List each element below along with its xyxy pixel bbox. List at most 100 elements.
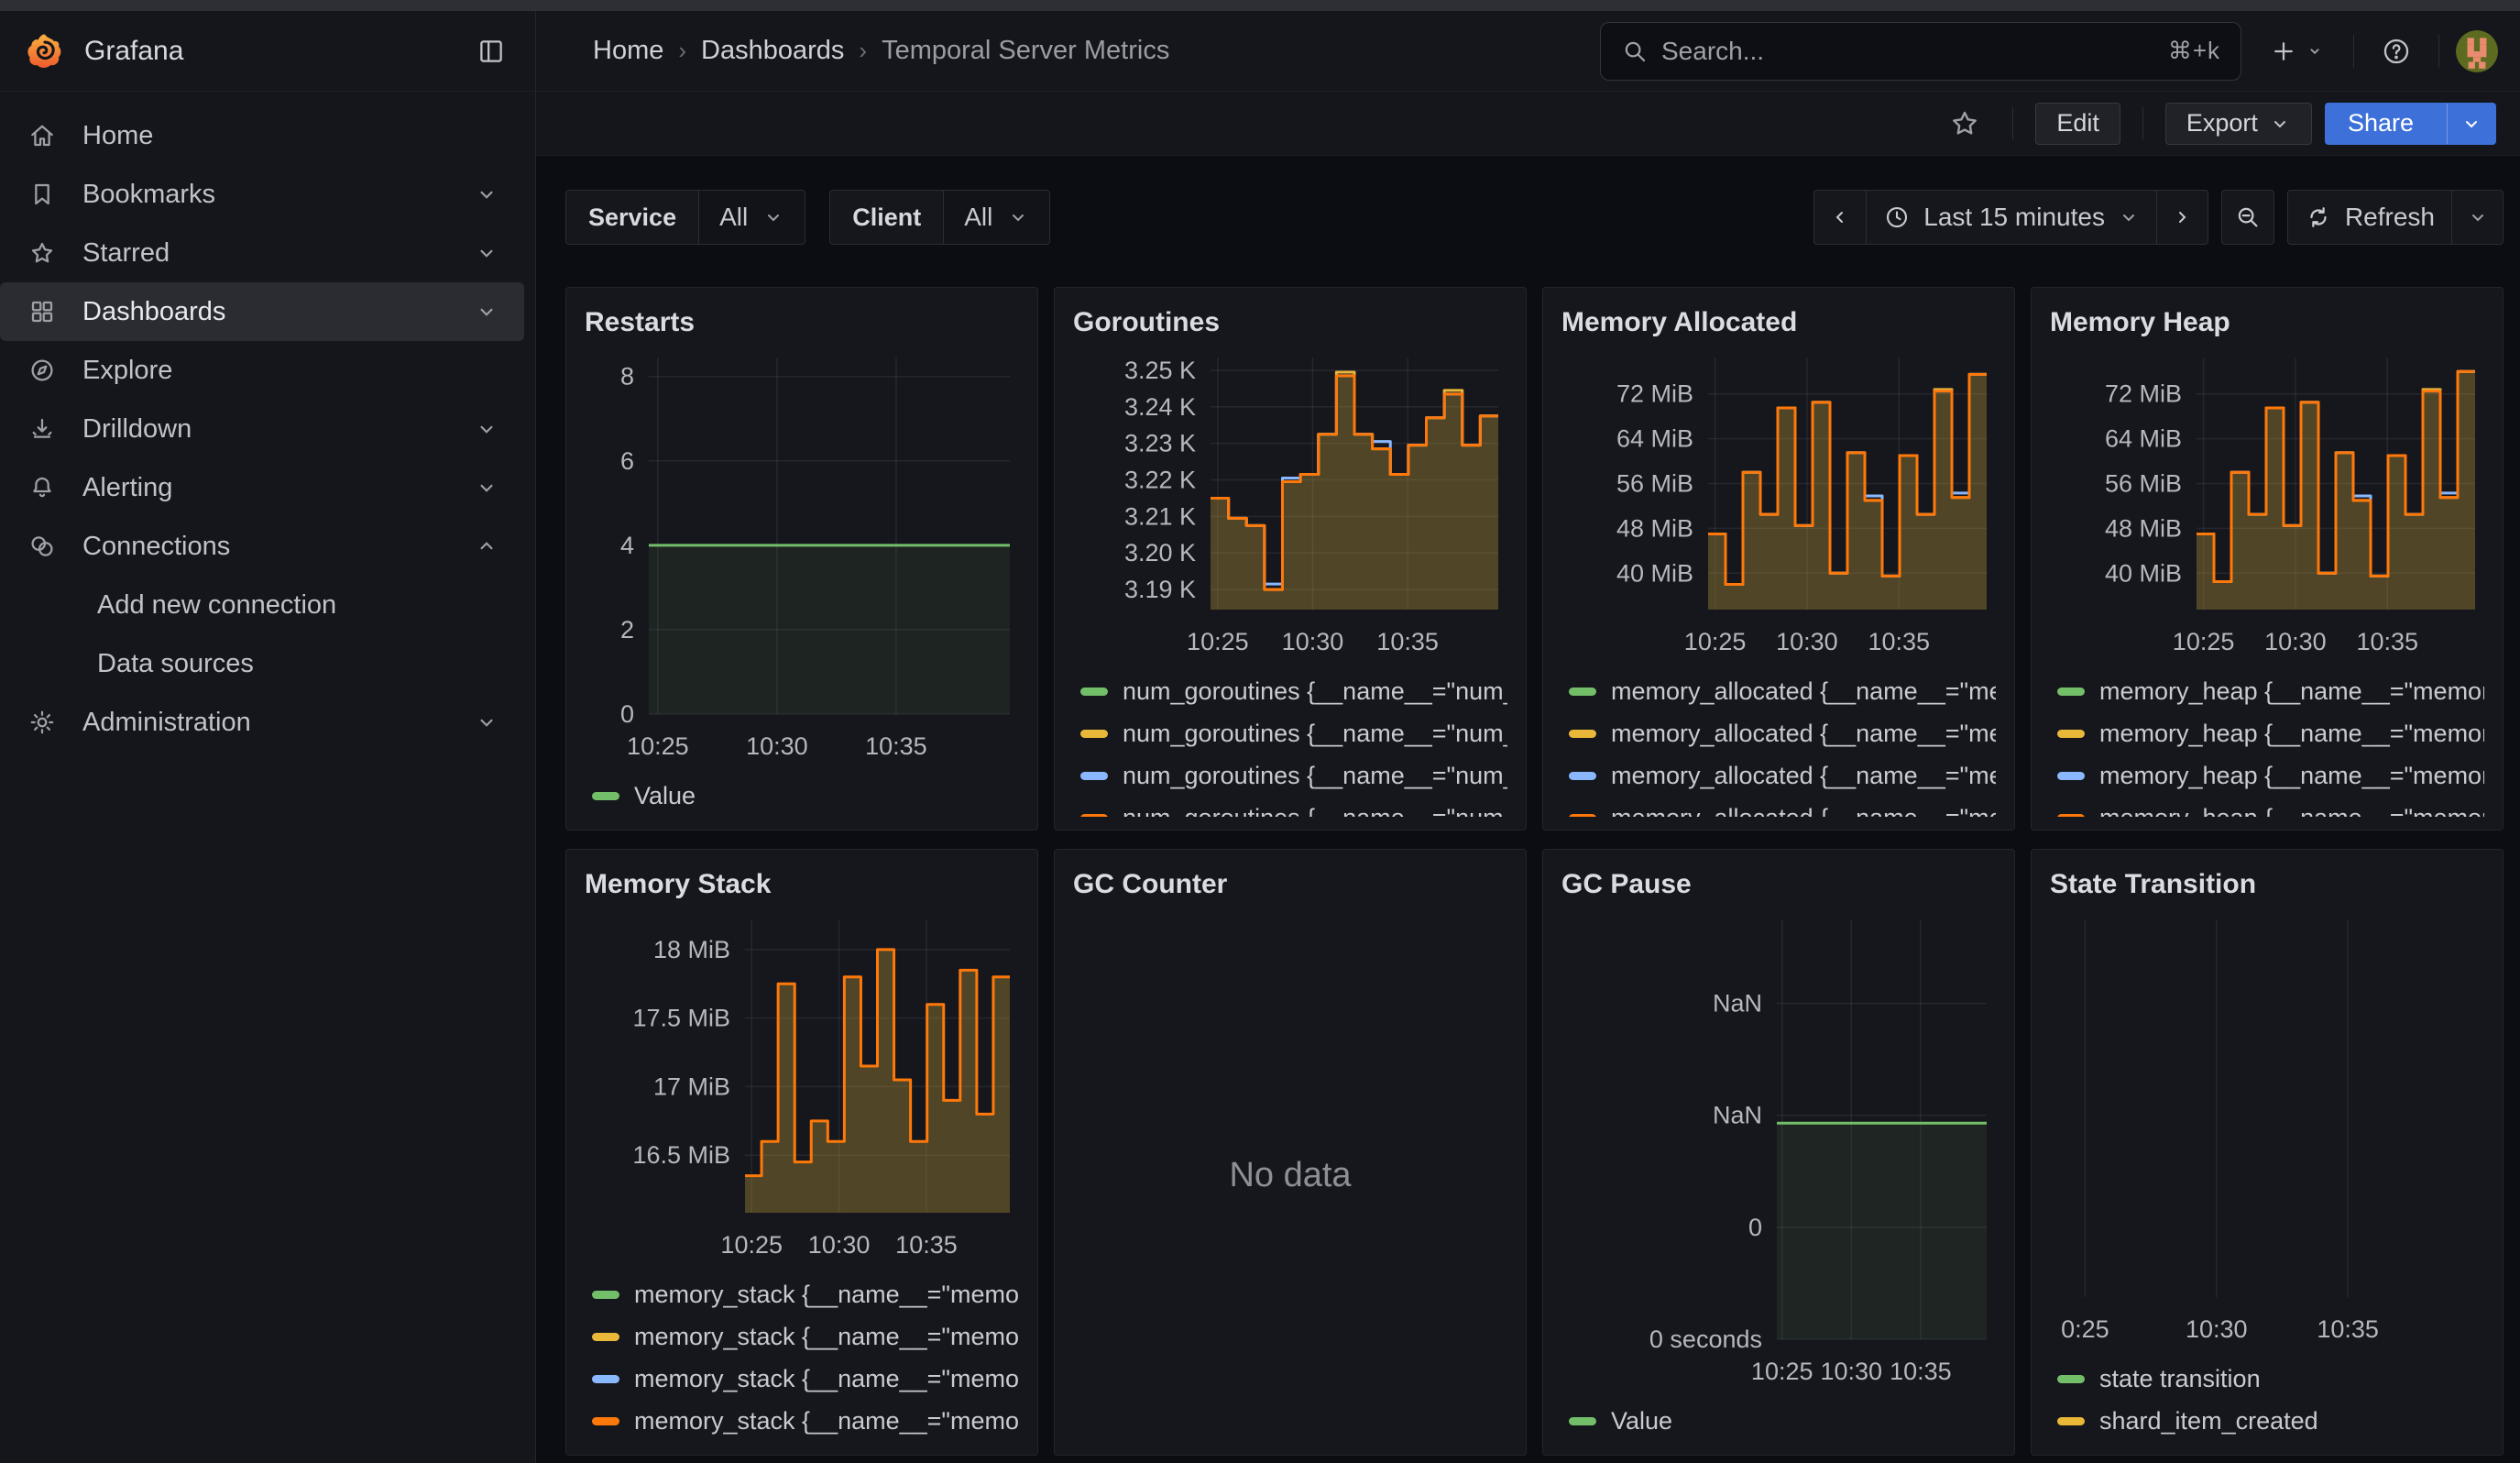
breadcrumb-home[interactable]: Home [593,36,664,65]
panel-title[interactable]: Goroutines [1073,307,1221,337]
chevron-down-icon[interactable] [475,300,499,324]
time-range-picker[interactable]: Last 15 minutes [1866,191,2156,244]
service-variable-label: Service [566,191,700,244]
chevron-down-icon[interactable] [475,182,499,206]
legend-item[interactable]: state transition [2050,1358,2484,1400]
legend-item[interactable]: memory_heap {__name__="memory_h [2050,670,2484,712]
sidebar-item-home[interactable]: Home [0,106,524,165]
divider [2353,34,2354,68]
user-avatar[interactable] [2456,29,2498,72]
legend-item[interactable]: Value [585,775,1019,817]
service-variable: Service All [565,190,806,245]
search-input[interactable]: Search... ⌘+k [1600,21,2241,81]
svg-text:0 seconds: 0 seconds [1649,1326,1762,1353]
legend-item[interactable]: memory_allocated {__name__="memo [1561,797,1996,817]
sidebar-item-starred[interactable]: Starred [0,224,524,282]
panel-title[interactable]: State Transition [2050,869,2257,899]
panel-title[interactable]: Memory Heap [2050,307,2230,337]
legend-label: memory_heap {__name__="memory_h [2099,804,2484,818]
legend-item[interactable]: num_goroutines {__name__="num_go [1073,754,1507,797]
chart-svg: 0:25 10:30 10:35 [2061,919,2379,1343]
sidebar-item-explore[interactable]: Explore [0,341,524,400]
panel-memory-allocated: Memory Allocated 10:25 10:30 10:35 40 MiB 48… [1542,287,2015,830]
refresh-button[interactable]: Refresh [2288,191,2451,244]
grafana-logo[interactable] [26,32,64,71]
edit-button[interactable]: Edit [2035,102,2120,145]
svg-text:72 MiB: 72 MiB [1616,380,1693,408]
sidebar-item-bookmarks[interactable]: Bookmarks [0,165,524,224]
bell-icon [27,473,59,502]
help-icon[interactable] [2371,26,2422,77]
svg-text:10:30: 10:30 [1282,628,1344,655]
sidebar-item-add-new-connection[interactable]: Add new connection [0,576,524,634]
gear-icon [27,708,59,737]
panel-title[interactable]: Memory Allocated [1561,307,1798,337]
legend-swatch [592,1332,619,1341]
legend-item[interactable]: memory_stack {__name__="memory_s [585,1273,1019,1315]
sidebar-item-administration[interactable]: Administration [0,693,524,752]
service-variable-select[interactable]: All [699,191,805,244]
legend-item[interactable]: memory_allocated {__name__="memo [1561,712,1996,754]
time-shift-forward-button[interactable] [2155,191,2208,244]
chevron-down-icon[interactable] [475,241,499,265]
refresh-interval-caret[interactable] [2451,191,2503,244]
legend-item[interactable]: memory_heap {__name__="memory_h [2050,797,2484,817]
panel-title[interactable]: GC Counter [1073,869,1228,899]
search-placeholder: Search... [1661,36,1765,65]
svg-text:NaN: NaN [1713,1102,1762,1129]
legend-item[interactable]: memory_stack {__name__="memory_s [585,1315,1019,1358]
panel-title[interactable]: GC Pause [1561,869,1692,899]
legend-item[interactable]: memory_heap {__name__="memory_h [2050,754,2484,797]
legend-swatch [1080,729,1108,738]
legend-item[interactable]: memory_allocated {__name__="memo [1561,754,1996,797]
svg-text:0: 0 [1748,1214,1762,1241]
chevron-down-icon[interactable] [475,417,499,441]
sidebar-item-drilldown[interactable]: Drilldown [0,400,524,458]
sidebar-item-dashboards[interactable]: Dashboards [0,282,524,341]
legend: num_goroutines {__name__="num_go num_goro… [1073,670,1507,817]
legend-item[interactable]: num_goroutines {__name__="num_go [1073,712,1507,754]
panel-title[interactable]: Restarts [585,307,696,337]
share-button[interactable]: Share [2324,102,2496,145]
legend-swatch [2057,729,2085,738]
legend-label: memory_allocated {__name__="memo [1611,719,1996,747]
legend-label: memory_allocated {__name__="memo [1611,761,1996,789]
svg-text:10:30: 10:30 [746,732,808,760]
sidebar-item-label: Connections [82,531,231,561]
sidebar-item-data-sources[interactable]: Data sources [0,634,524,693]
chevron-down-icon[interactable] [475,476,499,500]
legend-item[interactable]: memory_stack {__name__="memory_s [585,1400,1019,1442]
legend-label: memory_stack {__name__="memory_s [634,1322,1019,1350]
time-shift-back-button[interactable] [1814,191,1866,244]
svg-text:3.25 K: 3.25 K [1124,357,1196,384]
no-data-message: No data [1229,1155,1352,1194]
legend-item[interactable]: memory_allocated {__name__="memo [1561,670,1996,712]
export-button[interactable]: Export [2164,102,2312,145]
chevron-down-icon[interactable] [475,710,499,734]
legend-item[interactable]: memory_heap {__name__="memory_h [2050,712,2484,754]
new-button[interactable] [2258,26,2337,77]
legend-item[interactable]: memory_stack {__name__="memory_s [585,1358,1019,1400]
legend: memory_heap {__name__="memory_h memory_he… [2050,670,2484,817]
legend-swatch [592,1416,619,1425]
panel-title[interactable]: Memory Stack [585,869,772,899]
time-controls: Last 15 minutes [1813,190,2504,245]
share-menu-caret[interactable] [2447,103,2495,144]
state-transition-chart: 0:25 10:30 10:35 [2050,908,2484,1350]
dock-sidebar-icon[interactable] [466,26,517,77]
zoom-out-icon[interactable] [2222,191,2273,244]
chart-svg: 10:25 10:30 10:35 0 seconds 0 NaN NaN [1649,919,1987,1385]
client-variable-select[interactable]: All [944,191,1050,244]
favorite-star-icon[interactable] [1939,98,1990,149]
legend-item[interactable]: shard_item_created [2050,1400,2484,1442]
breadcrumb-dashboards[interactable]: Dashboards [701,36,845,65]
legend-item[interactable]: num_goroutines {__name__="num_go [1073,670,1507,712]
sidebar-item-connections[interactable]: Connections [0,517,524,576]
sidebar-item-alerting[interactable]: Alerting [0,458,524,517]
memory-allocated-chart: 10:25 10:30 10:35 40 MiB 48 MiB 56 MiB 64 MiB 7… [1561,346,1996,663]
legend-item[interactable]: Value [1561,1400,1996,1442]
legend-item[interactable]: num_goroutines {__name__="num_go [1073,797,1507,817]
chevron-up-icon[interactable] [475,534,499,558]
legend-label: Value [1611,1406,1673,1435]
breadcrumb-current: Temporal Server Metrics [882,36,1170,65]
